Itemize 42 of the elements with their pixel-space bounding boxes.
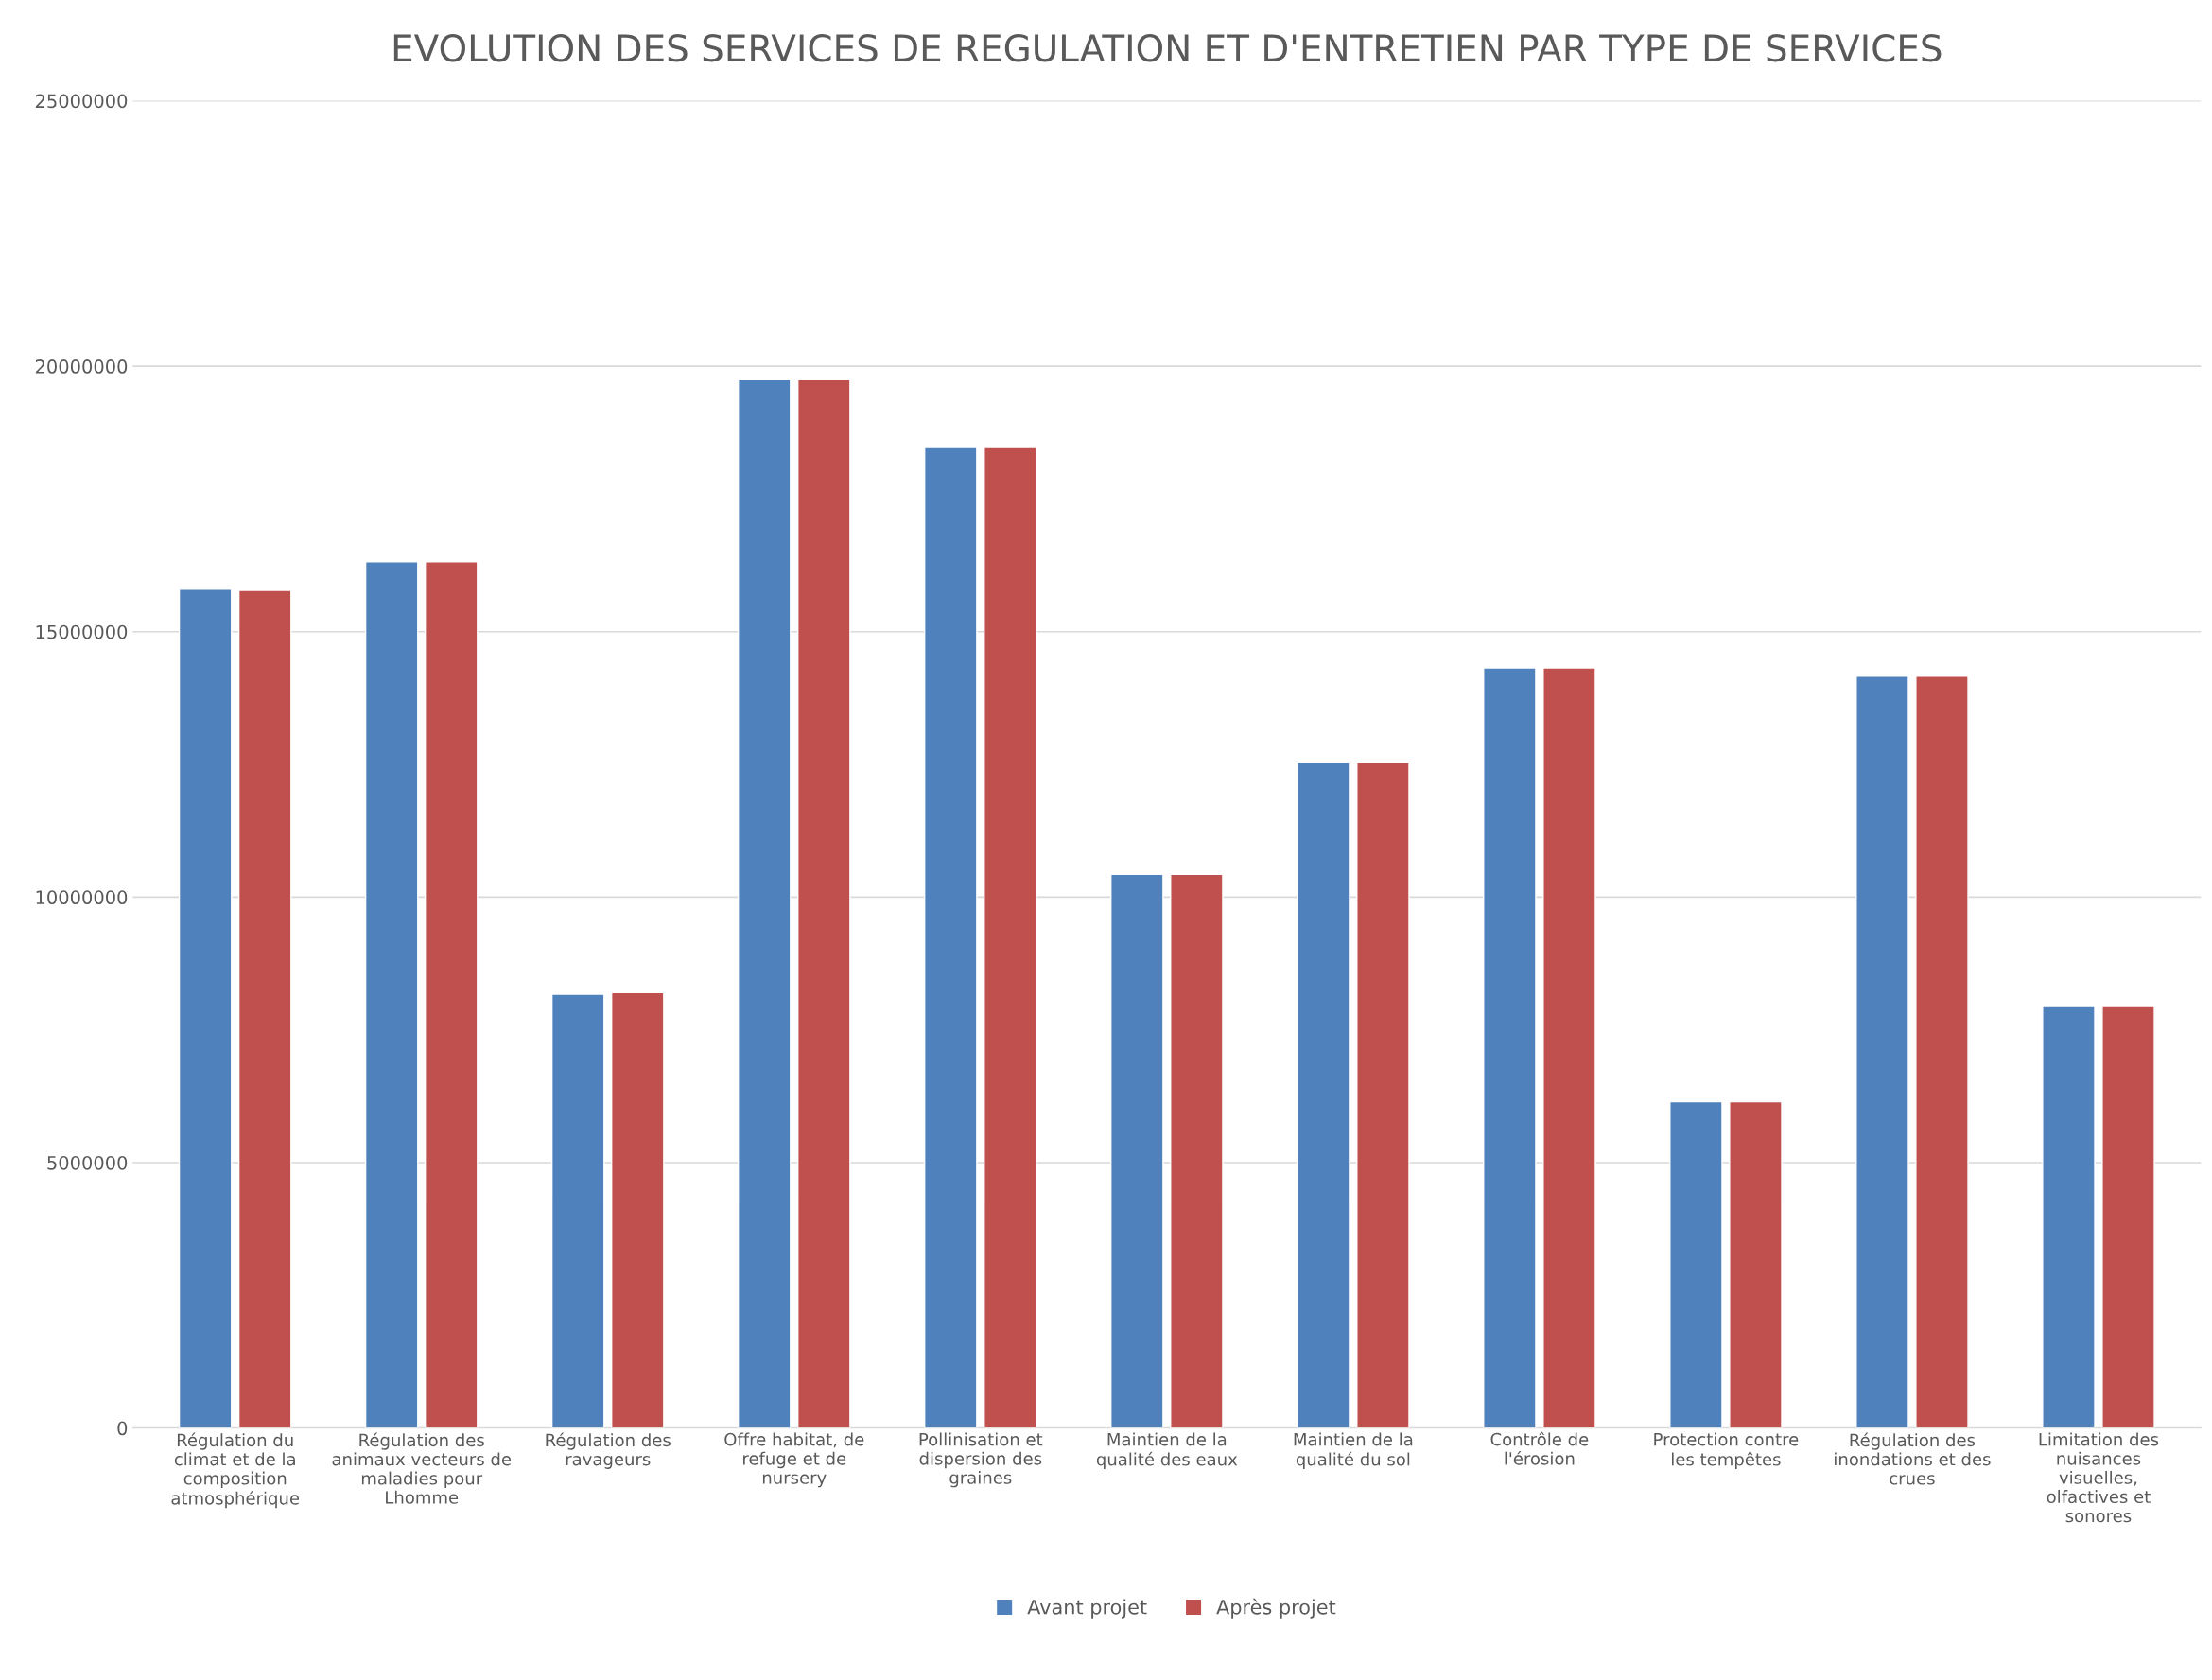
bar — [1729, 1100, 1783, 1428]
y-tick-label: 0 — [117, 1421, 128, 1436]
bar — [1483, 667, 1537, 1428]
bar — [178, 588, 233, 1428]
bar — [1669, 1100, 1723, 1428]
y-tick-label: 15000000 — [36, 624, 128, 639]
bar — [1170, 873, 1224, 1428]
bar — [1356, 761, 1410, 1428]
x-tick-label: Limitation des nuisances visuelles, olfactives et sonores — [2039, 1432, 2159, 1523]
bar — [1855, 675, 1909, 1428]
bar — [737, 378, 792, 1428]
bar — [984, 446, 1037, 1428]
bar — [923, 446, 978, 1428]
bar — [1542, 667, 1596, 1428]
x-tick-label: Pollinisation et dispersion des graines — [919, 1432, 1043, 1488]
y-tick-label: 10000000 — [36, 890, 128, 905]
bar — [237, 589, 292, 1428]
bar — [364, 561, 419, 1428]
x-tick-label: Maintien de la qualité du sol — [1294, 1432, 1413, 1470]
bar — [1297, 761, 1350, 1428]
x-tick-label: Régulation des ravageurs — [546, 1432, 671, 1469]
x-tick-label: Protection contre les tempêtes — [1654, 1432, 1799, 1470]
x-tick-label: Régulation des animaux vecteurs de maladies pour Lhomme — [332, 1432, 512, 1504]
x-tick-label: Maintien de la qualité des eaux — [1096, 1432, 1238, 1470]
bar — [1915, 675, 1969, 1428]
bar — [550, 993, 605, 1428]
y-tick-label: 5000000 — [47, 1155, 128, 1170]
x-tick-label: Régulation du climat et de la composition atmosphérique — [171, 1432, 300, 1509]
bar — [424, 561, 479, 1428]
bar — [610, 991, 665, 1428]
chart-title: EVOLUTION DES SERVICES DE REGULATION ET D'ENTRETIEN PAR TYPE DE SERVICES — [393, 34, 1942, 62]
legend-label: Après projet — [1216, 1598, 1336, 1619]
bar — [2101, 1006, 2155, 1428]
bar — [2042, 1006, 2096, 1428]
x-tick-label: Offre habitat, de refuge et de nursery — [724, 1432, 864, 1488]
bar — [1110, 873, 1164, 1428]
x-tick-label: Contrôle de l'érosion — [1490, 1431, 1589, 1465]
y-tick-label: 25000000 — [35, 94, 128, 109]
bar — [797, 378, 851, 1428]
y-tick-label: 20000000 — [35, 359, 128, 374]
legend-label: Avant projet — [1027, 1599, 1147, 1619]
x-tick-label: Régulation des inondations et des crues — [1835, 1432, 1991, 1485]
